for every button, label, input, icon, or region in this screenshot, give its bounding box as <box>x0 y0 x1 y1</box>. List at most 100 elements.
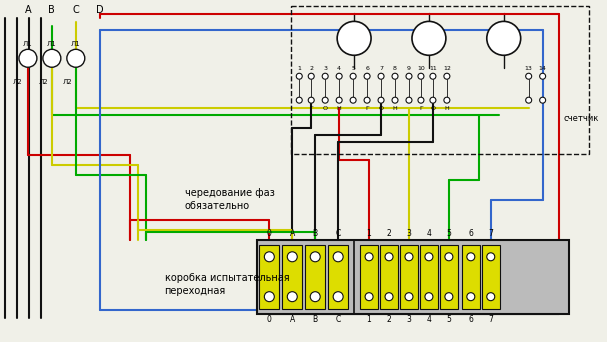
Circle shape <box>333 252 343 262</box>
Circle shape <box>350 97 356 103</box>
Text: 7: 7 <box>489 229 493 238</box>
Circle shape <box>296 97 302 103</box>
Circle shape <box>406 73 412 79</box>
Text: Л1: Л1 <box>23 41 33 47</box>
Text: 3: 3 <box>407 315 412 324</box>
Circle shape <box>364 73 370 79</box>
Circle shape <box>467 253 475 261</box>
Circle shape <box>418 97 424 103</box>
Text: 1: 1 <box>367 315 371 324</box>
Text: О: О <box>323 106 328 111</box>
Bar <box>380 245 398 308</box>
Text: чередование фаз: чередование фаз <box>185 188 274 198</box>
Circle shape <box>287 252 297 262</box>
Circle shape <box>406 97 412 103</box>
Circle shape <box>487 21 521 55</box>
Circle shape <box>445 253 453 261</box>
Text: Л2: Л2 <box>39 79 49 85</box>
Circle shape <box>425 253 433 261</box>
Circle shape <box>336 97 342 103</box>
Text: A: A <box>290 315 295 324</box>
Circle shape <box>444 73 450 79</box>
Circle shape <box>425 293 433 301</box>
Circle shape <box>540 97 546 103</box>
Text: счетчик: счетчик <box>563 114 599 123</box>
Text: Л2: Л2 <box>13 79 23 85</box>
Text: 10: 10 <box>417 66 425 71</box>
Circle shape <box>526 73 532 79</box>
Text: 4: 4 <box>427 229 432 238</box>
Text: 9: 9 <box>407 66 411 71</box>
Circle shape <box>364 97 370 103</box>
Circle shape <box>337 21 371 55</box>
Text: B: B <box>49 5 55 15</box>
Circle shape <box>350 73 356 79</box>
Circle shape <box>322 73 328 79</box>
Circle shape <box>378 97 384 103</box>
Text: A: A <box>290 229 295 238</box>
Circle shape <box>287 292 297 302</box>
Circle shape <box>19 49 37 67</box>
Bar <box>482 245 500 308</box>
Bar <box>360 245 378 308</box>
Circle shape <box>310 292 320 302</box>
Text: 7: 7 <box>489 315 493 324</box>
Bar <box>305 245 325 308</box>
Text: 13: 13 <box>524 66 532 71</box>
Circle shape <box>467 293 475 301</box>
Circle shape <box>405 253 413 261</box>
Circle shape <box>405 293 413 301</box>
Text: 8: 8 <box>393 66 397 71</box>
Text: B: B <box>313 315 318 324</box>
Text: A: A <box>25 5 31 15</box>
Circle shape <box>430 73 436 79</box>
Text: Л2: Л2 <box>63 79 73 85</box>
Bar <box>440 245 458 308</box>
Circle shape <box>43 49 61 67</box>
Text: 0: 0 <box>267 315 272 324</box>
Text: Г: Г <box>365 106 369 111</box>
Text: C: C <box>336 315 341 324</box>
Bar <box>420 245 438 308</box>
Text: обязательно: обязательно <box>185 201 249 211</box>
Text: 0: 0 <box>267 229 272 238</box>
Text: 2: 2 <box>387 315 392 324</box>
Circle shape <box>392 97 398 103</box>
Text: О: О <box>430 106 435 111</box>
Text: Л1: Л1 <box>47 41 56 47</box>
Circle shape <box>308 73 314 79</box>
Text: коробка испытательная: коробка испытательная <box>164 273 289 283</box>
Text: Н: Н <box>393 106 398 111</box>
Text: 5: 5 <box>446 315 452 324</box>
Bar <box>400 245 418 308</box>
Bar <box>257 240 569 314</box>
Circle shape <box>310 252 320 262</box>
Circle shape <box>412 21 446 55</box>
Circle shape <box>333 292 343 302</box>
Text: 4: 4 <box>337 66 341 71</box>
Circle shape <box>385 293 393 301</box>
Text: 4: 4 <box>427 315 432 324</box>
Text: 5: 5 <box>446 229 452 238</box>
Circle shape <box>526 97 532 103</box>
Text: Л1: Л1 <box>71 41 81 47</box>
Text: B: B <box>313 229 318 238</box>
Circle shape <box>67 49 85 67</box>
Circle shape <box>264 292 274 302</box>
Text: 6: 6 <box>469 315 473 324</box>
Circle shape <box>392 73 398 79</box>
Circle shape <box>418 73 424 79</box>
Circle shape <box>378 73 384 79</box>
Text: Н: Н <box>444 106 449 111</box>
Text: C: C <box>336 229 341 238</box>
Circle shape <box>487 253 495 261</box>
Circle shape <box>445 293 453 301</box>
Text: 5: 5 <box>351 66 355 71</box>
Text: D: D <box>96 5 104 15</box>
Circle shape <box>336 73 342 79</box>
Text: 3: 3 <box>407 229 412 238</box>
Text: 12: 12 <box>443 66 451 71</box>
Text: 7: 7 <box>379 66 383 71</box>
Bar <box>328 245 348 308</box>
Text: переходная: переходная <box>164 286 226 296</box>
